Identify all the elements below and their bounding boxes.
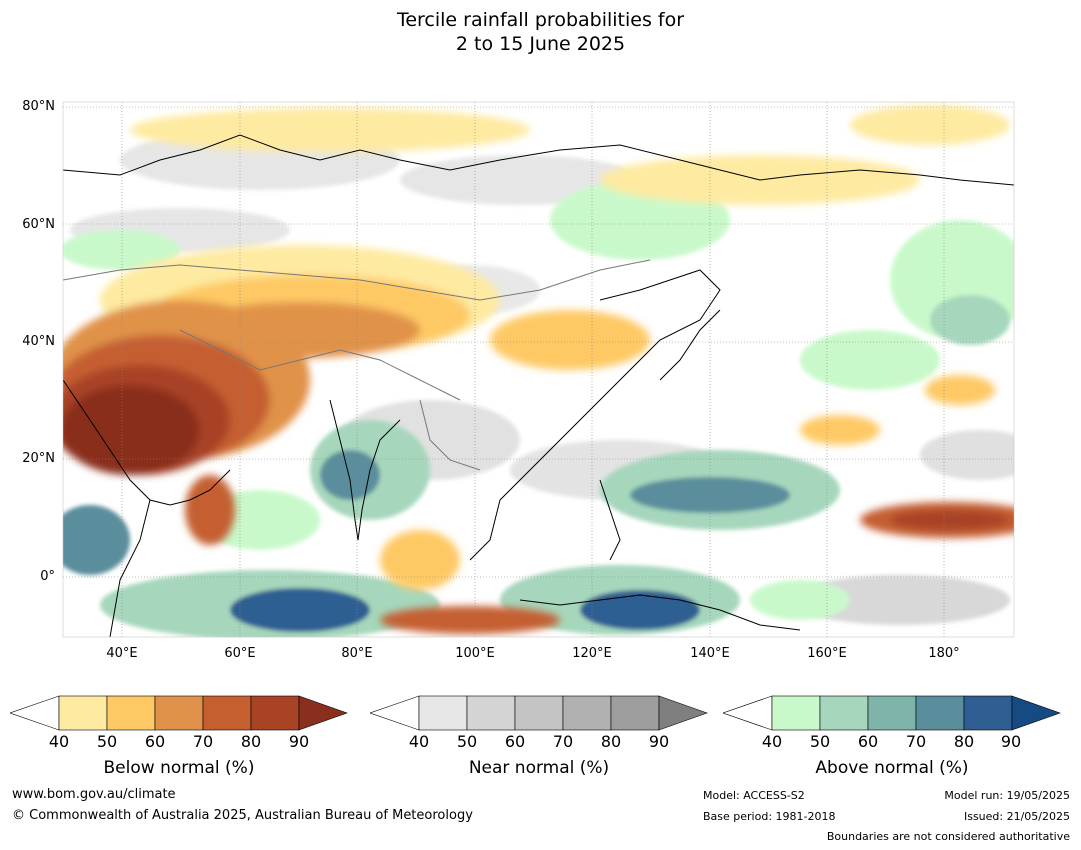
above-normal-tick-90: 90 [1000,732,1022,751]
near-normal-tick-90: 90 [648,732,670,751]
near-normal-swatch-2 [466,695,516,731]
above-normal-swatch-3 [867,695,917,731]
near-normal-swatch-5 [610,695,660,731]
lat-label-40n: 40°N [22,334,55,349]
above-normal-colorbar [723,695,1061,731]
above-normal-tick-60: 60 [857,732,879,751]
above-normal-tick-40: 40 [761,732,783,751]
lat-label-80n: 80°N [22,99,55,114]
below-normal-caption: Below normal (%) [103,758,255,778]
model-run-label: Model run: 19/05/2025 [944,789,1070,802]
lon-label-180: 180° [928,646,960,661]
above-normal-swatch-0 [723,695,773,731]
map-gridlines [63,102,1014,637]
below-normal-swatch-1 [58,695,108,731]
map-title: Tercile rainfall probabilities for 2 to … [0,8,1081,56]
above-normal-swatch-4 [915,695,965,731]
lon-label-140e: 140°E [690,646,730,661]
lon-label-120e: 120°E [572,646,612,661]
lon-label-160e: 160°E [807,646,847,661]
lon-label-100e: 100°E [455,646,495,661]
below-normal-tick-40: 40 [48,732,70,751]
country-boundaries [63,259,651,471]
near-normal-colorbar [370,695,708,731]
lat-label-20n: 20°N [22,451,55,466]
near-normal-caption: Near normal (%) [468,758,610,778]
above-normal-regions [63,180,1014,637]
model-label: Model: ACCESS-S2 [703,789,805,802]
below-normal-tick-50: 50 [96,732,118,751]
below-normal-swatch-0 [10,695,60,731]
above-normal-swatch-1 [771,695,821,731]
below-normal-swatch-3 [154,695,204,731]
above-normal-swatch-5 [963,695,1013,731]
near-normal-tick-60: 60 [504,732,526,751]
lon-label-40e: 40°E [106,646,138,661]
near-normal-tick-50: 50 [456,732,478,751]
near-normal-tick-70: 70 [552,732,574,751]
title-line-1: Tercile rainfall probabilities for [396,9,685,31]
title-line-2: 2 to 15 June 2025 [455,33,626,55]
below-normal-swatch-2 [106,695,156,731]
near-normal-swatch-0 [370,695,420,731]
below-normal-colorbar [10,695,348,731]
below-normal-tick-70: 70 [192,732,214,751]
website-link[interactable]: www.bom.gov.au/climate [12,787,176,802]
above-normal-tick-70: 70 [905,732,927,751]
lat-label-60n: 60°N [22,217,55,232]
near-normal-tick-40: 40 [408,732,430,751]
base-period-label: Base period: 1981-2018 [703,810,836,823]
near-normal-swatch-1 [418,695,468,731]
boundaries-disclaimer: Boundaries are not considered authoritat… [826,830,1070,843]
below-normal-swatch-6 [298,695,348,731]
copyright-notice: © Commonwealth of Australia 2025, Austra… [12,808,473,823]
lon-label-80e: 80°E [341,646,373,661]
above-normal-caption: Above normal (%) [815,758,969,778]
below-normal-swatch-5 [250,695,300,731]
below-normal-tick-60: 60 [144,732,166,751]
below-normal-tick-80: 80 [240,732,262,751]
lat-label-0: 0° [40,569,55,584]
near-normal-tick-80: 80 [600,732,622,751]
near-normal-swatch-4 [562,695,612,731]
near-normal-swatch-6 [658,695,708,731]
above-normal-tick-80: 80 [953,732,975,751]
near-normal-swatch-3 [514,695,564,731]
issued-label: Issued: 21/05/2025 [963,810,1070,823]
above-normal-tick-50: 50 [809,732,831,751]
coastlines [63,134,1014,637]
below-normal-swatch-4 [202,695,252,731]
lon-label-60e: 60°E [224,646,256,661]
above-normal-swatch-2 [819,695,869,731]
below-normal-tick-90: 90 [288,732,310,751]
above-normal-swatch-6 [1011,695,1061,731]
